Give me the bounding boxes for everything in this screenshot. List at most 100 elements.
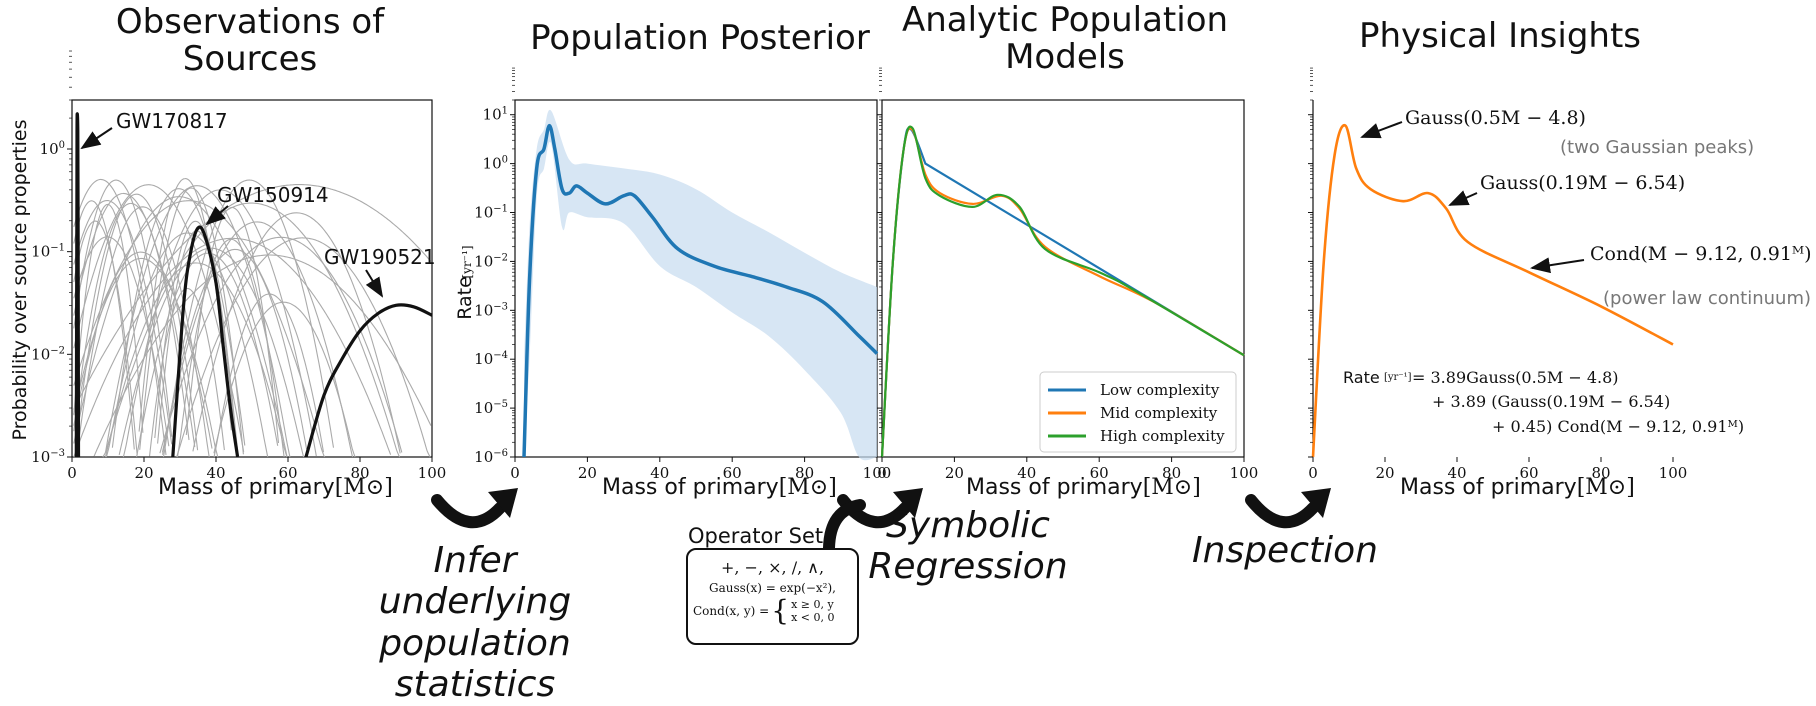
background-source-trace [111,188,246,448]
equation-unit: [yr⁻¹] [1384,372,1412,383]
background-source-trace [139,187,244,455]
xlabel-panel3: Mass of primary[M⊙] [966,475,1201,500]
background-source-trace [76,206,210,458]
xlabel-panel2: Mass of primary[M⊙] [602,475,837,500]
background-source-trace [161,221,354,458]
p3-xtick-label-0: 0 [877,464,887,482]
annotation-gw150914: GW150914 [217,183,329,207]
panel-insights: 0 20 40 60 80 100 Gauss(0.5M − 4.8) (two Gaus… [1308,67,1812,482]
p2-xtick-label-40: 40 [650,464,669,482]
panel-posterior-ylabel: Rate [454,276,476,320]
p4-xtick-label-80: 80 [1591,464,1610,482]
panel-posterior-content [522,109,879,461]
annotation-gauss-2-arrow [1448,190,1478,206]
p3-xtick-label-60: 60 [1090,464,1109,482]
background-source-trace [136,252,279,458]
flow-arrow-2-head [893,488,923,518]
annotation-powerlaw-note: (power law continuum) [1603,288,1811,309]
xlabel-panel2-text: Mass of primary [602,475,779,500]
panel-observations: 0 20 40 60 80 100 10−3 10−2 10−1 100 Probability … [9,50,446,482]
p1-xtick-label-20: 20 [134,464,153,482]
p4-xtick-label-0: 0 [1308,464,1318,482]
panel-observations-ylabel: Probability over source properties [9,120,31,441]
flow-arrow-3-head [1301,488,1331,518]
title-analytic: Analytic Population Models [901,0,1229,78]
p1-ytick-label-0: 100 [40,140,65,158]
background-source-trace [162,248,308,455]
operator-set-line-3: Cond(x, y) = { x ≥ 0, y x < 0, 0 [688,596,857,624]
annotation-gw190521: GW190521 [324,245,436,269]
title-posterior: Population Posterior [530,18,870,58]
panel-posterior: 0 20 40 60 80 100 10−6 10−5 10−4 10−3 10−2 10−1 100 1… [454,67,891,482]
step-infer: Infer underlying population statistics [378,540,572,706]
background-source-trace [73,200,135,450]
p4-xtick-label-40: 40 [1447,464,1466,482]
flow-arrow-1-head [488,488,518,518]
title-insights: Physical Insights [1358,16,1642,56]
background-source-trace [73,179,173,437]
p2-ytick-label-1: 101 [483,106,508,124]
annotation-gw190521-arrow [365,269,384,298]
xlabel-panel4: Mass of primary[M⊙] [1400,475,1635,500]
figure-canvas: 0 20 40 60 80 100 10−3 10−2 10−1 100 Probability … [9,50,1812,554]
p1-ytick-label--1: 10−1 [31,243,65,261]
panel-insights-ticks: 0 20 40 60 80 100 [1308,67,1688,482]
operator-set-case-1: x ≥ 0, y [791,598,834,611]
p1-xtick-label-0: 0 [67,464,77,482]
background-source-trace [73,196,288,457]
xlabel-panel2-unit: [M⊙] [778,475,837,500]
p1-ytick-label--2: 10−2 [31,345,65,363]
background-source-trace [73,184,432,410]
operator-set-title: Operator Set [688,524,824,548]
legend: Low complexity Mid complexity High compl… [1039,371,1237,453]
annotation-cond: Cond(M − 9.12, 0.91ᴹ) [1590,243,1812,265]
p2-ytick-label--6: 10−6 [474,448,508,466]
background-source-trace [73,184,245,453]
equation-lhs: Rate [1343,368,1380,387]
panel-posterior-frame [514,99,878,458]
panel-insights-content [1311,123,1674,458]
panel-observations-frame [71,99,433,458]
equation-line-3: + 0.45) Cond(M − 9.12, 0.91ᴹ) [1492,417,1744,436]
annotation-cond-arrow [1530,257,1585,274]
xlabel-panel1-text: Mass of primary [158,475,335,500]
p2-ytick-label--2: 10−2 [474,252,508,270]
p2-ytick-label--5: 10−5 [474,399,508,417]
p2-xtick-label-60: 60 [723,464,742,482]
panel-analytic-content [880,125,1245,458]
annotation-gw170817-arrow [80,127,113,150]
operator-set-line-1: +, −, ×, /, ∧, [720,558,825,577]
operator-set-box: +, −, ×, /, ∧, Gauss(x) = exp(−x²), Cond… [686,548,859,645]
background-source-trace [176,237,431,458]
p1-xtick-label-60: 60 [278,464,297,482]
operator-set-case-2: x < 0, 0 [791,611,835,624]
legend-low-label: Low complexity [1100,381,1220,399]
p4-xtick-label-100: 100 [1659,464,1688,482]
p2-ytick-label--1: 10−1 [474,204,508,222]
p3-xtick-label-40: 40 [1017,464,1036,482]
background-source-trace [73,203,144,433]
legend-box [1039,371,1237,453]
equation-line-2: + 3.89 (Gauss(0.19M − 6.54) [1432,392,1670,411]
equation-line-1: = 3.89Gauss(0.5M − 4.8) [1412,368,1619,387]
panel-analytic-frame [881,99,1245,458]
legend-mid-label: Mid complexity [1100,404,1218,422]
xlabel-panel3-text: Mass of primary [966,475,1143,500]
series-gw150914 [171,225,240,458]
background-source-trace [154,220,239,458]
panel-analytic: 0 20 40 60 80 100 Low complexity Mid complexi… [877,67,1258,482]
background-source-trace [159,236,403,454]
xlabel-panel1-unit: [M⊙] [334,475,393,500]
p4-xtick-label-20: 20 [1375,464,1394,482]
series-median [522,123,879,458]
legend-high-label: High complexity [1100,427,1225,445]
credible-band [524,109,877,461]
annotation-gauss-1-arrow [1360,121,1403,139]
background-source-trace [213,293,325,458]
xlabel-panel4-text: Mass of primary [1400,475,1577,500]
flow-arrow-1 [431,488,518,529]
background-source-trace [76,193,199,451]
series-high-complexity [880,125,1245,458]
background-source-trace [102,202,401,458]
background-source-trace [93,254,432,457]
